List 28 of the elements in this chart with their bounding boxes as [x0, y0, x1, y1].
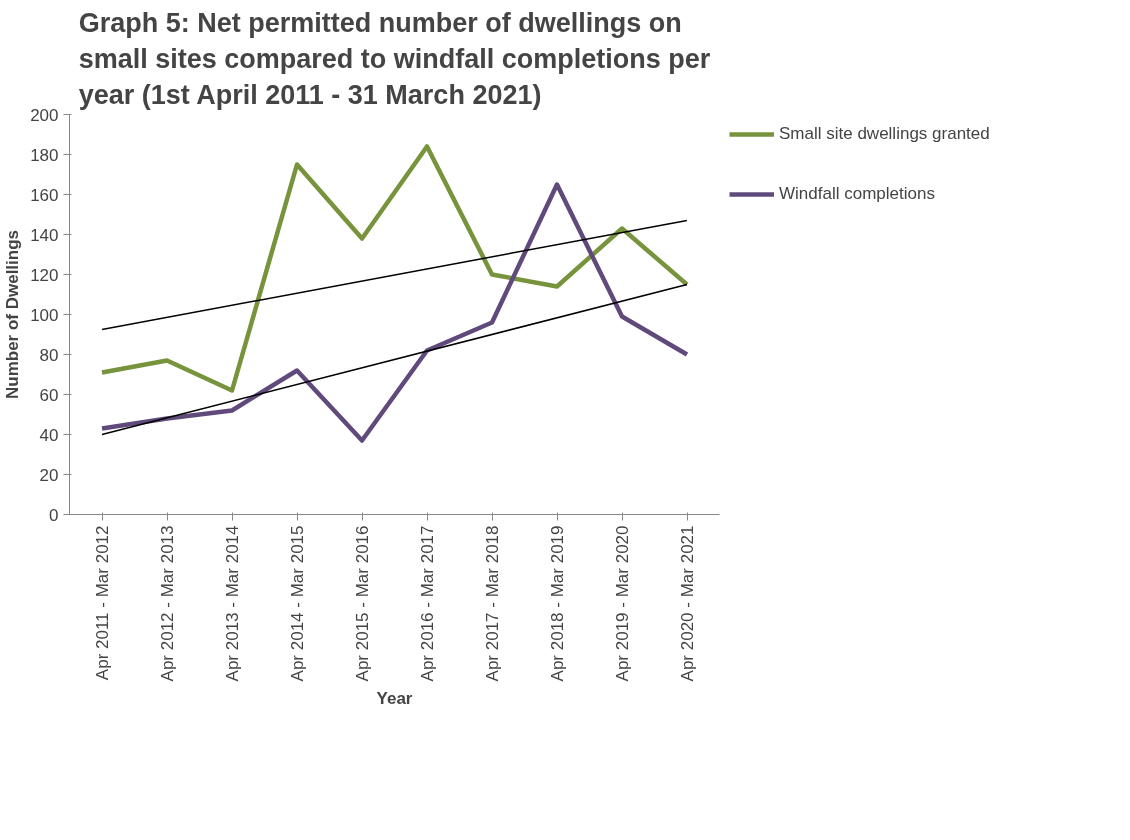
y-tick-label: 140 [30, 225, 59, 245]
y-tick-label: 200 [30, 105, 59, 125]
legend-label: Windfall completions [779, 184, 935, 204]
x-tick-label: Apr 2018 - Mar 2019 [547, 525, 567, 682]
x-tick-label: Apr 2011 - Mar 2012 [92, 525, 112, 681]
y-tick-label: 180 [30, 145, 59, 165]
y-tick-label: 40 [39, 425, 59, 445]
line-series [99, 144, 690, 393]
x-tick-label: Apr 2015 - Mar 2016 [352, 525, 372, 682]
y-tick-label: 20 [39, 465, 59, 485]
y-tick-label: 0 [49, 505, 59, 525]
x-tick-label: Apr 2014 - Mar 2015 [287, 525, 307, 682]
legend-label: Small site dwellings granted [779, 124, 990, 144]
y-tick-label: 160 [30, 185, 59, 205]
x-tick-label: Apr 2019 - Mar 2020 [612, 525, 632, 682]
x-tick-label: Apr 2016 - Mar 2017 [417, 525, 437, 682]
y-axis-title: Number of Dwellings [3, 229, 23, 400]
chart-title: Graph 5: Net permitted number of dwellings on small sites compared to windfall completions per year (1st April 2011 - 31 March 2021) [78, 7, 711, 110]
y-tick-label: 80 [39, 345, 59, 365]
x-tick-label: Apr 2012 - Mar 2013 [157, 525, 177, 682]
y-tick-label: 120 [30, 265, 59, 285]
x-tick-label: Apr 2017 - Mar 2018 [482, 525, 502, 682]
x-tick-label: Apr 2013 - Mar 2014 [222, 525, 242, 682]
y-tick-label: 100 [30, 305, 59, 325]
y-tick-label: 60 [39, 385, 59, 405]
x-axis-title: Year [376, 689, 413, 709]
line-series [99, 182, 690, 443]
x-tick-label: Apr 2020 - Mar 2021 [677, 525, 697, 682]
